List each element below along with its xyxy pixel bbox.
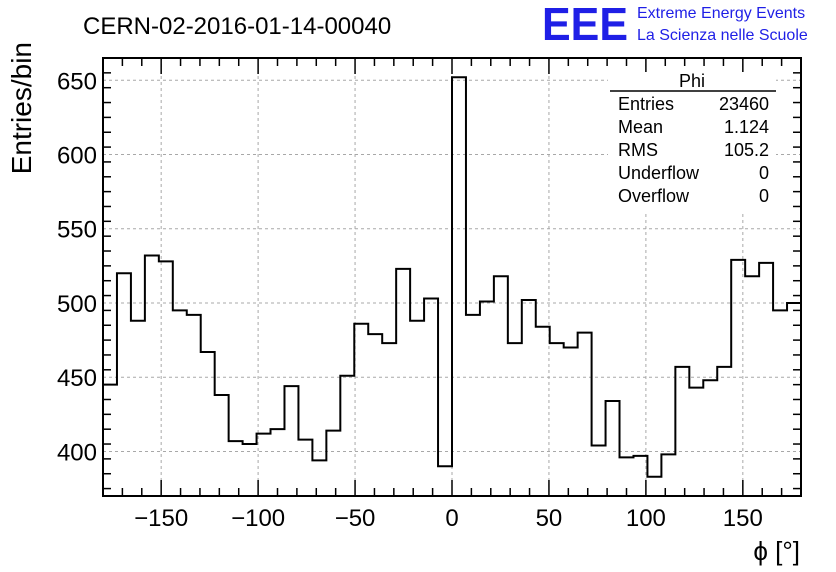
stats-entries-label: Entries xyxy=(618,94,674,114)
y-tick-label-1: 450 xyxy=(57,365,97,392)
stats-rms-label: RMS xyxy=(618,140,658,160)
histogram-bin-28 xyxy=(494,276,508,496)
logo-line-1: Extreme Energy Events xyxy=(637,5,805,22)
chart-title: CERN-02-2016-01-14-00040 xyxy=(83,13,391,40)
histogram-bin-18 xyxy=(354,324,368,496)
histogram-bin-1 xyxy=(117,273,131,496)
histogram-bin-12 xyxy=(271,429,285,496)
histogram-bin-10 xyxy=(243,444,257,496)
x-tick-label-0: −150 xyxy=(134,505,188,532)
y-tick-label-2: 500 xyxy=(57,291,97,318)
histogram-bin-33 xyxy=(564,348,578,496)
histogram-bin-19 xyxy=(368,334,382,496)
histogram-bin-5 xyxy=(173,310,187,496)
histogram-outline xyxy=(103,76,801,478)
x-tick-label-4: 50 xyxy=(536,505,563,532)
histogram-bin-9 xyxy=(229,441,243,496)
histogram-bin-43 xyxy=(703,380,717,496)
histogram-bin-2 xyxy=(131,321,145,496)
histogram-bin-21 xyxy=(396,269,410,496)
histogram-bin-4 xyxy=(159,261,173,496)
histogram-bin-39 xyxy=(647,477,661,496)
histogram-bin-23 xyxy=(424,299,438,496)
histogram-bin-44 xyxy=(717,367,731,496)
histogram-bin-22 xyxy=(410,321,424,496)
histogram-bin-41 xyxy=(675,367,689,496)
stats-underflow-value: 0 xyxy=(759,163,769,183)
histogram-bin-32 xyxy=(550,343,564,496)
stats-mean-value: 1.124 xyxy=(724,117,769,137)
histogram-bin-27 xyxy=(480,301,494,496)
stats-box-background xyxy=(608,72,776,212)
histogram-bin-31 xyxy=(536,327,550,496)
histogram-bin-26 xyxy=(466,315,480,496)
histogram-bars xyxy=(103,76,801,496)
histogram-bin-15 xyxy=(312,460,326,496)
histogram-bin-25 xyxy=(452,77,466,496)
stats-box: Phi Entries 23460 Mean 1.124 RMS 105.2 U… xyxy=(608,71,776,212)
x-tick-label-6: 150 xyxy=(723,505,763,532)
histogram-bin-6 xyxy=(187,315,201,496)
histogram-bin-7 xyxy=(201,352,215,496)
y-tick-label-0: 400 xyxy=(57,439,97,466)
histogram-bin-36 xyxy=(606,401,620,496)
logo-line-2: La Scienza nelle Scuole xyxy=(637,27,808,44)
histogram-bin-47 xyxy=(759,263,773,496)
histogram-bin-17 xyxy=(340,376,354,496)
histogram-bin-29 xyxy=(508,343,522,496)
histogram-bin-0 xyxy=(103,385,117,496)
y-axis-label: Entries/bin xyxy=(6,42,37,174)
stats-rms-value: 105.2 xyxy=(724,140,769,160)
x-tick-label-2: −50 xyxy=(335,505,376,532)
eee-logo-mark: EEE xyxy=(542,0,628,50)
stats-entries-value: 23460 xyxy=(719,94,769,114)
histogram-bin-35 xyxy=(592,446,606,496)
histogram-bin-40 xyxy=(661,454,675,496)
x-axis-label: ϕ [°] xyxy=(753,536,800,566)
y-tick-label-5: 650 xyxy=(57,68,97,95)
histogram-bin-3 xyxy=(145,255,159,496)
histogram-bin-24 xyxy=(438,466,452,496)
stats-box-title: Phi xyxy=(679,71,705,91)
histogram-bin-48 xyxy=(773,310,787,496)
histogram-bin-30 xyxy=(522,300,536,496)
y-tick-label-3: 550 xyxy=(57,217,97,244)
stats-underflow-label: Underflow xyxy=(618,163,700,183)
histogram-bin-16 xyxy=(326,431,340,496)
histogram-bin-20 xyxy=(382,343,396,496)
histogram-bin-46 xyxy=(745,276,759,496)
stats-overflow-label: Overflow xyxy=(618,186,690,206)
tick-labels: −150 −100 −50 0 50 100 150 400 450 500 550 600 650 xyxy=(57,68,763,532)
x-tick-label-1: −100 xyxy=(231,505,285,532)
histogram-bin-8 xyxy=(215,395,229,496)
stats-mean-label: Mean xyxy=(618,117,663,137)
histogram-bin-45 xyxy=(731,260,745,496)
y-tick-label-4: 600 xyxy=(57,143,97,170)
histogram-bin-42 xyxy=(689,388,703,496)
axes xyxy=(102,57,802,497)
x-tick-label-3: 0 xyxy=(445,505,458,532)
x-tick-label-5: 100 xyxy=(626,505,666,532)
eee-logo: EEE Extreme Energy Events La Scienza nel… xyxy=(542,0,808,50)
histogram-bin-34 xyxy=(578,333,592,496)
stats-overflow-value: 0 xyxy=(759,186,769,206)
histogram-bin-14 xyxy=(298,440,312,496)
histogram-bin-13 xyxy=(284,386,298,496)
